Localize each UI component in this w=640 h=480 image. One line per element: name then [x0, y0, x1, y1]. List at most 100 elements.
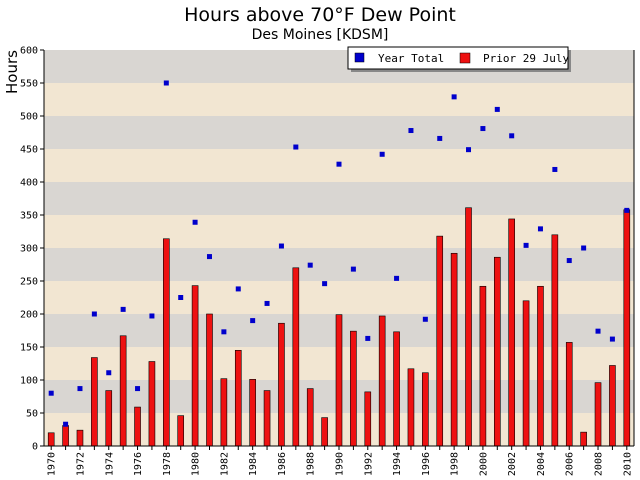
plot-background — [44, 50, 634, 446]
x-tick-label: 2006 — [565, 452, 576, 476]
data-point — [293, 144, 299, 150]
data-point — [537, 226, 543, 232]
bar — [292, 267, 300, 447]
background-band — [44, 248, 634, 281]
data-point — [221, 329, 227, 335]
x-tick-label: 1978 — [162, 452, 173, 476]
y-tick-label: 450 — [20, 145, 38, 156]
bar — [436, 235, 444, 447]
data-point — [494, 106, 500, 112]
data-point — [322, 281, 328, 287]
y-axis-ticks: 0 50 100 150 200 250 300 350 400 450 500 550 600 — [20, 46, 44, 453]
bar — [249, 379, 256, 447]
y-tick-label: 500 — [20, 112, 38, 123]
data-point — [206, 254, 212, 260]
bar — [306, 388, 314, 447]
x-tick-label: 1974 — [104, 452, 115, 476]
data-point — [336, 161, 342, 167]
data-point — [63, 421, 69, 427]
data-point — [480, 126, 486, 132]
bar — [163, 238, 170, 447]
bar — [537, 285, 544, 447]
bar — [234, 349, 242, 447]
bar — [465, 207, 472, 447]
x-tick-label: 1970 — [47, 452, 58, 476]
background-band — [44, 182, 634, 215]
background-band — [44, 83, 634, 116]
bar — [148, 361, 156, 447]
x-tick-label: 2010 — [622, 452, 633, 476]
bar — [177, 415, 185, 447]
legend-marker-prior-29-july — [459, 52, 471, 64]
data-point — [523, 242, 529, 248]
data-point — [307, 262, 313, 268]
bar — [321, 417, 328, 447]
bar — [378, 315, 386, 447]
bar — [393, 331, 400, 447]
data-point — [192, 219, 198, 225]
bar — [335, 314, 343, 447]
y-axis-label: Hours — [3, 50, 21, 94]
data-point — [350, 266, 356, 272]
data-point — [581, 245, 587, 251]
bar — [508, 218, 515, 447]
x-tick-label: 2004 — [536, 452, 547, 476]
legend-label-prior-29-july: Prior 29 July — [483, 52, 569, 65]
bar-series — [47, 207, 631, 447]
y-tick-label: 400 — [20, 178, 38, 189]
data-point — [163, 80, 169, 86]
y-tick-label: 150 — [20, 343, 38, 354]
data-point — [595, 328, 601, 334]
x-tick-label: 1990 — [335, 452, 346, 476]
x-tick-label: 2000 — [478, 452, 489, 476]
y-tick-label: 600 — [20, 46, 38, 57]
background-band — [44, 215, 634, 248]
legend: Year Total Prior 29 July — [347, 46, 571, 72]
bar — [263, 390, 271, 447]
bar — [580, 431, 587, 447]
bar — [479, 285, 487, 447]
x-tick-label: 2008 — [594, 452, 605, 476]
data-point — [466, 147, 472, 153]
data-point — [120, 306, 126, 312]
data-point — [250, 318, 256, 324]
data-point — [408, 128, 414, 134]
legend-marker-year-total — [354, 52, 365, 63]
data-point — [48, 390, 54, 396]
data-point — [422, 316, 428, 322]
legend-label-year-total: Year Total — [378, 52, 444, 65]
y-tick-label: 250 — [20, 277, 38, 288]
x-tick-label: 1984 — [248, 452, 259, 476]
data-point — [264, 300, 270, 306]
x-tick-label: 1976 — [133, 452, 144, 476]
x-tick-label: 1988 — [306, 452, 317, 476]
bar — [119, 335, 127, 447]
x-tick-label: 1982 — [219, 452, 230, 476]
bar — [62, 425, 69, 447]
data-point — [77, 386, 83, 392]
x-tick-label: 1986 — [277, 452, 288, 476]
data-point — [552, 166, 558, 172]
bar — [76, 429, 84, 447]
x-tick-label: 1996 — [421, 452, 432, 476]
marker-series — [48, 80, 630, 427]
y-tick-label: 200 — [20, 310, 38, 321]
data-point — [106, 370, 112, 376]
bar — [350, 330, 357, 447]
y-tick-label: 100 — [20, 376, 38, 387]
data-point — [278, 243, 284, 249]
data-point — [91, 311, 97, 317]
x-tick-label: 1998 — [450, 452, 461, 476]
data-point — [394, 275, 400, 281]
chart-title: Hours above 70°F Dew Point — [184, 4, 456, 26]
data-point — [365, 335, 371, 341]
y-tick-label: 350 — [20, 211, 38, 222]
bar — [105, 390, 113, 447]
bar — [623, 209, 631, 447]
y-tick-label: 300 — [20, 244, 38, 255]
data-point — [379, 151, 385, 157]
bar — [364, 391, 372, 447]
data-point — [509, 133, 515, 139]
bar — [134, 406, 141, 447]
data-point — [609, 336, 615, 342]
